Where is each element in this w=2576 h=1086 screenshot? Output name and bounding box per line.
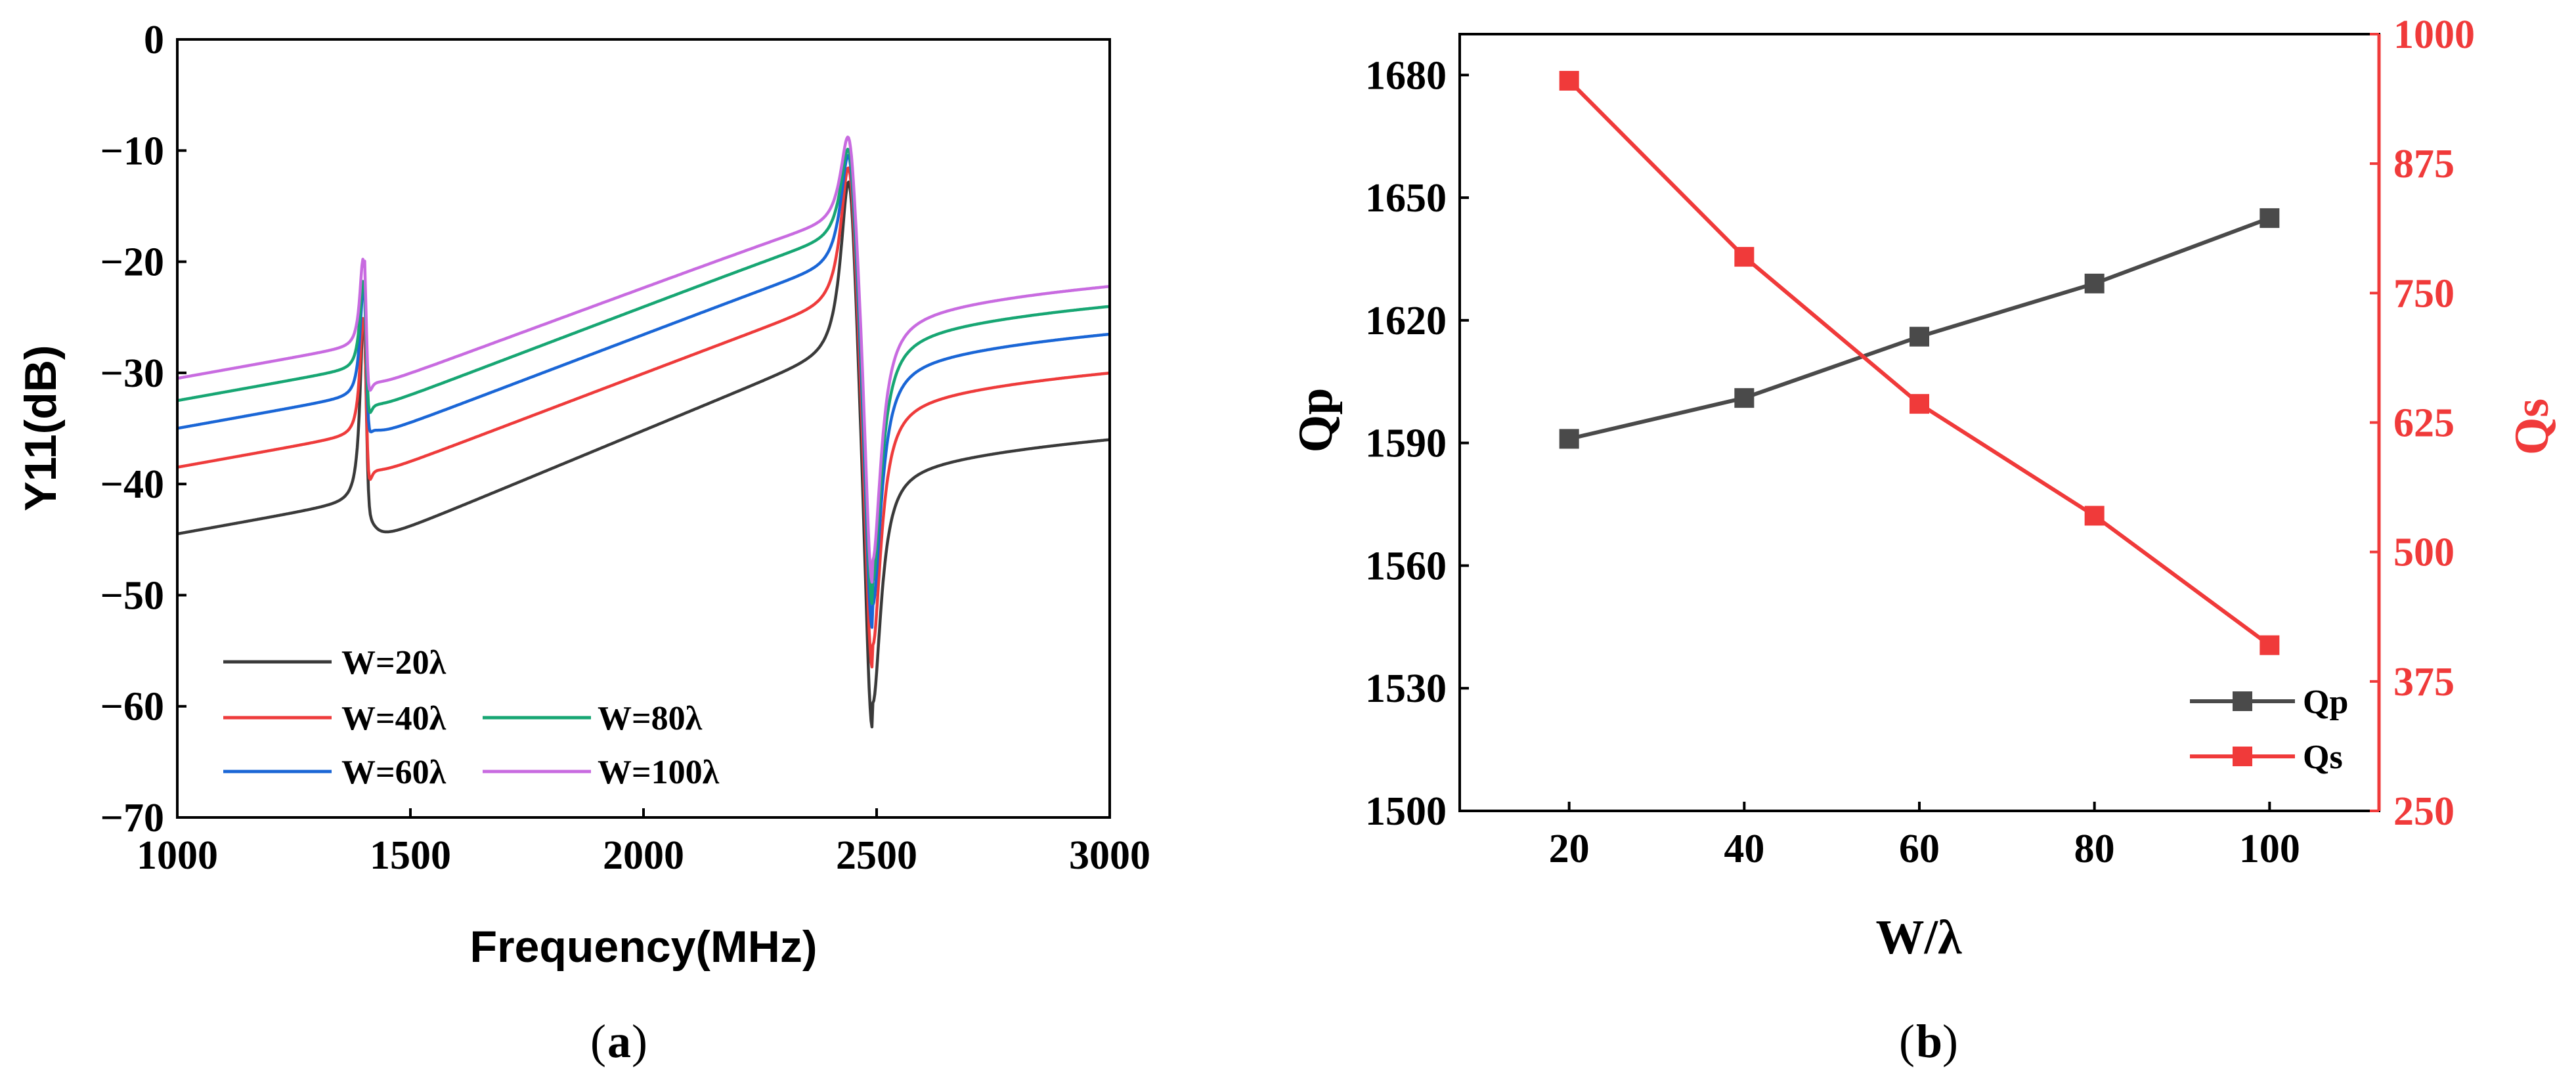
chart-b-point-qp	[2259, 208, 2280, 228]
chart-b-y-left-tick-label: 1650	[1365, 176, 1447, 221]
chart-b-y-left-tick-label: 1590	[1365, 422, 1447, 466]
legend-label-w40: W=40λ	[341, 700, 447, 737]
chart-a-series-w60	[177, 154, 1110, 629]
chart-b-ticks: 20 40 60 80 100 1500 1530 1560 1590 1620 1650 1680 2…	[1365, 12, 2475, 871]
chart-a-x-tick-label: 1500	[370, 833, 451, 878]
chart-b-y-left-tick-label: 1560	[1365, 544, 1447, 588]
chart-b-y-left-tick-label: 1620	[1365, 299, 1447, 343]
chart-b-y-right-tick-label: 750	[2393, 271, 2455, 316]
chart-a-series-layer	[177, 135, 1110, 729]
chart-a-y-tick-label: −40	[100, 462, 164, 507]
chart-b-caption-letter: b	[1916, 1015, 1942, 1068]
chart-a-y-axis-label: Y11(dB)	[16, 345, 66, 511]
chart-a-caption: ( a )	[590, 1015, 647, 1068]
chart-a-series-w20	[177, 180, 1110, 729]
legend-marker-qs	[2233, 747, 2252, 766]
chart-b-caption: ( b )	[1899, 1015, 1958, 1068]
chart-b-legend: Qp Qs	[2190, 684, 2348, 776]
chart-a-x-tick-label: 2000	[603, 833, 684, 878]
chart-b-x-tick-label: 40	[1724, 827, 1764, 871]
chart-a-x-axis-label: Frequency(MHz)	[470, 922, 818, 972]
chart-b-y-right-tick-label: 1000	[2393, 12, 2475, 57]
chart-b-y-left-tick-label: 1500	[1365, 789, 1447, 834]
chart-a-series-w40	[177, 166, 1110, 669]
chart-a-caption-letter: a	[607, 1015, 631, 1068]
chart-a-x-tick-label: 3000	[1069, 833, 1150, 878]
legend-label-w20: W=20λ	[341, 644, 447, 682]
chart-b-series-layer	[1559, 70, 2280, 655]
chart-b-point-qs	[1910, 394, 1929, 414]
chart-a-y-tick-label: −50	[100, 573, 164, 618]
chart-b-line-qs	[1567, 79, 2271, 647]
chart-a-y-tick-label: −60	[100, 685, 164, 729]
chart-b-x-tick-label: 100	[2239, 827, 2300, 871]
chart-b-y-right-tick-label: 250	[2393, 789, 2455, 834]
chart-b-point-qs	[1559, 70, 1579, 91]
chart-b-point-qs	[2259, 635, 2280, 655]
chart-b-point-qs	[1734, 247, 1755, 267]
chart-a-y-tick-label: −20	[100, 240, 164, 285]
chart-b-y-left-tick-label: 1530	[1365, 666, 1447, 711]
legend-label-w100: W=100λ	[598, 754, 720, 791]
chart-b-y-right-tick-label: 500	[2393, 531, 2455, 575]
chart-b: 20 40 60 80 100 1500 1530 1560 1590 1620 1650 1680 2…	[1289, 12, 2559, 1068]
legend-marker-qp	[2233, 691, 2252, 711]
chart-b-point-qp	[1734, 388, 1755, 408]
chart-a: 1000 1500 2000 2500 3000 0 −10 −20 −30 −40 −50 −60 −…	[16, 18, 1150, 1068]
chart-b-y-axis-label-left: Qp	[1289, 388, 1343, 453]
chart-b-y-left-tick-label: 1680	[1365, 53, 1447, 98]
svg-text:(: (	[1899, 1015, 1915, 1068]
legend-label-qs: Qs	[2303, 739, 2343, 776]
chart-b-point-qp	[1559, 429, 1579, 449]
chart-a-y-tick-label: −30	[100, 351, 164, 396]
legend-label-w80: W=80λ	[598, 700, 703, 737]
svg-text:): )	[1942, 1015, 1958, 1068]
chart-b-x-tick-label: 60	[1899, 827, 1940, 871]
chart-a-x-tick-label: 1000	[137, 833, 218, 878]
chart-b-x-axis-label: W/λ	[1876, 911, 1963, 965]
chart-a-y-tick-label: −10	[100, 129, 164, 173]
chart-b-y-right-tick-label: 375	[2393, 660, 2455, 705]
chart-a-x-tick-label: 2500	[836, 833, 917, 878]
chart-a-y-tick-label: −70	[100, 796, 164, 840]
svg-text:(: (	[590, 1015, 606, 1068]
chart-b-point-qs	[2084, 506, 2105, 526]
chart-b-y-axis-label-right: Qs	[2505, 399, 2559, 455]
chart-a-ticks: 1000 1500 2000 2500 3000 0 −10 −20 −30 −40 −50 −60 −…	[100, 18, 1150, 878]
chart-b-x-tick-label: 20	[1549, 827, 1590, 871]
chart-a-legend: W=20λ W=40λ W=80λ W=60λ W=100λ	[223, 644, 720, 791]
chart-b-x-tick-label: 80	[2074, 827, 2115, 871]
chart-b-y-right-tick-label: 875	[2393, 142, 2455, 186]
chart-a-series-w80	[177, 147, 1110, 605]
chart-b-y-right-tick-label: 625	[2393, 401, 2455, 446]
chart-a-series-w100	[177, 135, 1110, 584]
legend-label-w60: W=60λ	[341, 754, 447, 791]
chart-a-y-tick-label: 0	[144, 18, 164, 62]
chart-b-point-qp	[1910, 326, 1929, 347]
legend-label-qp: Qp	[2303, 684, 2348, 721]
svg-text:): )	[632, 1015, 647, 1068]
chart-b-point-qp	[2084, 273, 2105, 293]
